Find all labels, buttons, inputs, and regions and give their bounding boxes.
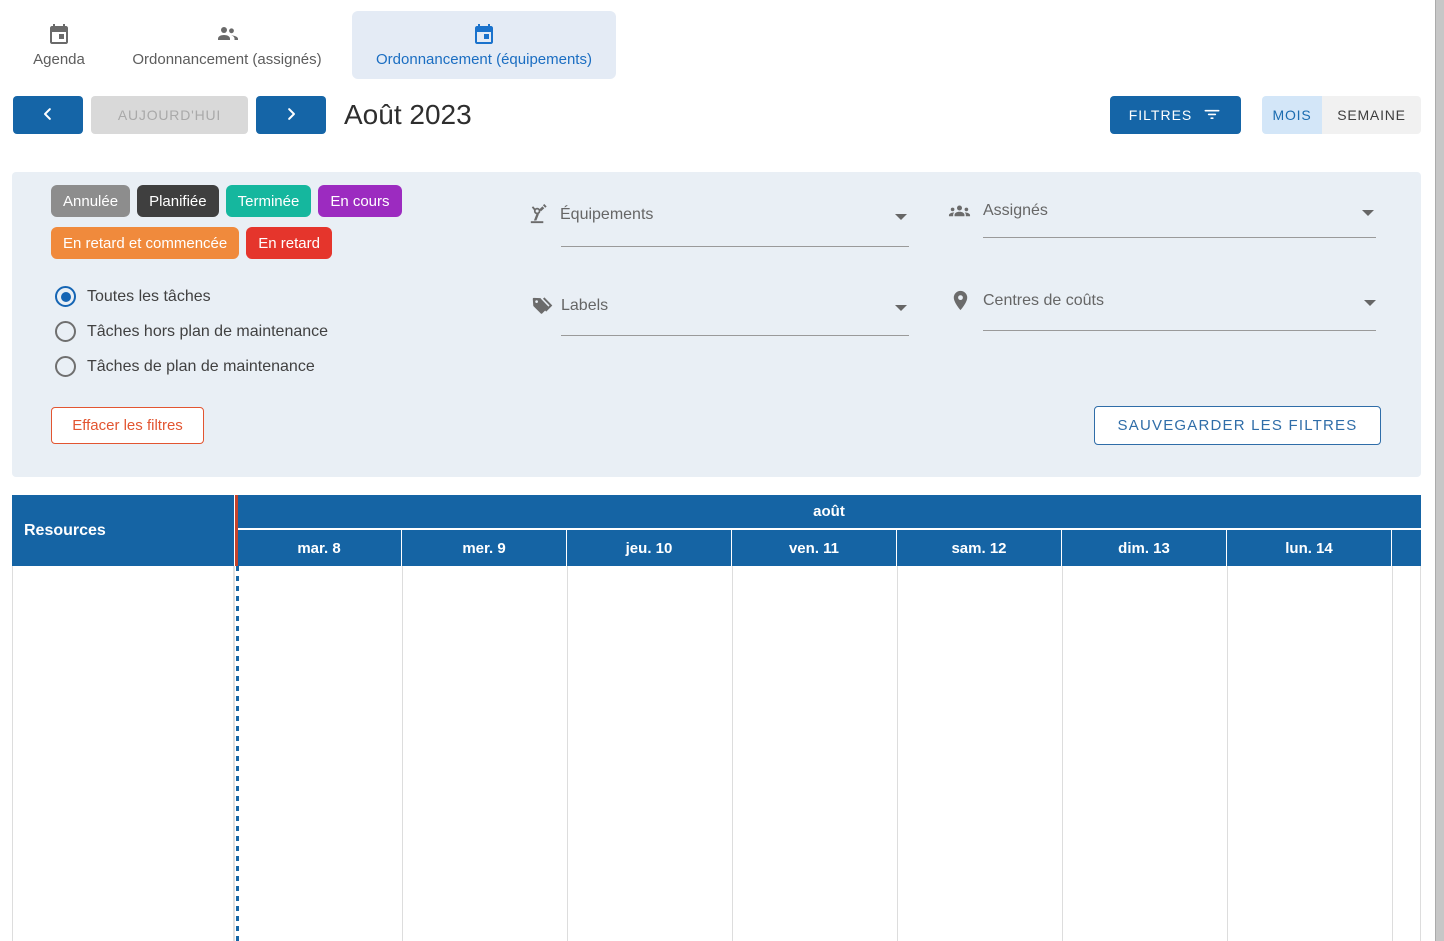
people-icon bbox=[215, 22, 239, 46]
resources-divider bbox=[233, 566, 235, 941]
day-header: mer. 9 bbox=[402, 530, 566, 566]
day-header: mar. 8 bbox=[237, 530, 401, 566]
status-chip-annulee[interactable]: Annulée bbox=[51, 185, 131, 217]
next-button[interactable] bbox=[256, 96, 326, 134]
grid-line bbox=[1227, 566, 1228, 941]
dropdown-label: Centres de coûts bbox=[983, 292, 1104, 309]
dropdown-label: Assignés bbox=[983, 202, 1048, 219]
status-chips-row-1: Annulée Planifiée Terminée En cours bbox=[51, 185, 402, 217]
month-header: août bbox=[237, 495, 1421, 528]
chevron-right-icon bbox=[282, 105, 300, 126]
prev-button[interactable] bbox=[13, 96, 83, 134]
day-header: lun. 14 bbox=[1227, 530, 1391, 566]
filter-list-icon bbox=[1202, 104, 1222, 127]
dropdown-label: Labels bbox=[561, 297, 609, 314]
chevron-left-icon bbox=[39, 105, 57, 126]
view-toggle: MOIS SEMAINE bbox=[1262, 96, 1421, 134]
clear-filters-button[interactable]: Effacer les filtres bbox=[51, 407, 204, 444]
status-chip-en-retard-et-commencee[interactable]: En retard et commencée bbox=[51, 227, 240, 259]
dropdown-underline bbox=[561, 335, 909, 336]
tab-label: Agenda bbox=[33, 51, 85, 68]
grid-line bbox=[402, 566, 403, 941]
tab-agenda[interactable]: Agenda bbox=[14, 10, 104, 80]
equipements-dropdown[interactable]: Équipements bbox=[522, 198, 922, 250]
status-chip-en-retard[interactable]: En retard bbox=[246, 227, 332, 259]
grid-line bbox=[567, 566, 568, 941]
day-header-partial bbox=[1392, 530, 1421, 566]
tab-label: Ordonnancement (équipements) bbox=[376, 51, 592, 68]
labels-dropdown[interactable]: Labels bbox=[525, 290, 922, 340]
radio-label: Tâches de plan de maintenance bbox=[87, 357, 315, 375]
grid-line bbox=[1392, 566, 1393, 941]
day-header: sam. 12 bbox=[897, 530, 1061, 566]
centres-de-couts-dropdown[interactable]: Centres de coûts bbox=[945, 285, 1389, 335]
radio-taches-de-plan[interactable]: Tâches de plan de maintenance bbox=[55, 356, 315, 377]
view-month-button[interactable]: MOIS bbox=[1262, 96, 1322, 134]
day-header: jeu. 10 bbox=[567, 530, 731, 566]
radio-button-icon bbox=[55, 321, 76, 342]
day-header: dim. 13 bbox=[1062, 530, 1226, 566]
equipment-icon bbox=[527, 203, 550, 226]
filter-panel: Annulée Planifiée Terminée En cours En r… bbox=[12, 172, 1421, 477]
calendar-body bbox=[12, 566, 1421, 941]
grid-line bbox=[732, 566, 733, 941]
dropdown-underline bbox=[983, 330, 1376, 331]
grid-line bbox=[1062, 566, 1063, 941]
day-header: ven. 11 bbox=[732, 530, 896, 566]
dropdown-underline bbox=[561, 246, 909, 247]
now-indicator-header bbox=[235, 495, 238, 566]
resource-timeline-calendar: Resources août mar. 8 mer. 9 jeu. 10 ven… bbox=[12, 495, 1421, 941]
radio-button-icon bbox=[55, 356, 76, 377]
view-week-button[interactable]: SEMAINE bbox=[1322, 96, 1421, 134]
radio-toutes-les-taches[interactable]: Toutes les tâches bbox=[55, 286, 211, 307]
location-pin-icon bbox=[949, 289, 972, 312]
vertical-scrollbar[interactable] bbox=[1435, 0, 1444, 941]
radio-label: Tâches hors plan de maintenance bbox=[87, 322, 329, 340]
dropdown-label: Équipements bbox=[560, 206, 654, 223]
status-chip-terminee[interactable]: Terminée bbox=[225, 185, 312, 217]
assignees-icon bbox=[948, 200, 971, 223]
chevron-down-icon bbox=[1362, 210, 1374, 216]
dropdown-underline bbox=[983, 237, 1376, 238]
radio-button-icon bbox=[55, 286, 76, 307]
assignes-dropdown[interactable]: Assignés bbox=[944, 192, 1389, 242]
calendar-title: Août 2023 bbox=[344, 99, 472, 130]
status-chip-planifiee[interactable]: Planifiée bbox=[137, 185, 219, 217]
resources-header: Resources bbox=[12, 495, 234, 566]
status-chips-row-2: En retard et commencée En retard bbox=[51, 227, 332, 259]
today-button[interactable]: AUJOURD'HUI bbox=[91, 96, 248, 134]
grid-line bbox=[897, 566, 898, 941]
radio-label: Toutes les tâches bbox=[87, 287, 211, 305]
save-filters-button[interactable]: SAUVEGARDER LES FILTRES bbox=[1094, 406, 1381, 445]
filters-button[interactable]: FILTRES bbox=[1110, 96, 1241, 134]
radio-taches-hors-plan[interactable]: Tâches hors plan de maintenance bbox=[55, 321, 328, 342]
tags-icon bbox=[530, 295, 553, 318]
chevron-down-icon bbox=[895, 305, 907, 311]
grid-line bbox=[1420, 566, 1421, 941]
status-chip-en-cours[interactable]: En cours bbox=[318, 185, 402, 217]
tab-ordonnancement-assignes[interactable]: Ordonnancement (assignés) bbox=[118, 10, 336, 80]
calendar-icon bbox=[472, 22, 496, 46]
tab-ordonnancement-equipements[interactable]: Ordonnancement (équipements) bbox=[352, 11, 616, 79]
now-indicator-line bbox=[236, 566, 239, 941]
grid-line bbox=[12, 566, 13, 941]
filters-button-label: FILTRES bbox=[1128, 107, 1193, 123]
calendar-icon bbox=[47, 22, 71, 46]
chevron-down-icon bbox=[1364, 300, 1376, 306]
tab-label: Ordonnancement (assignés) bbox=[132, 51, 322, 68]
chevron-down-icon bbox=[895, 214, 907, 220]
